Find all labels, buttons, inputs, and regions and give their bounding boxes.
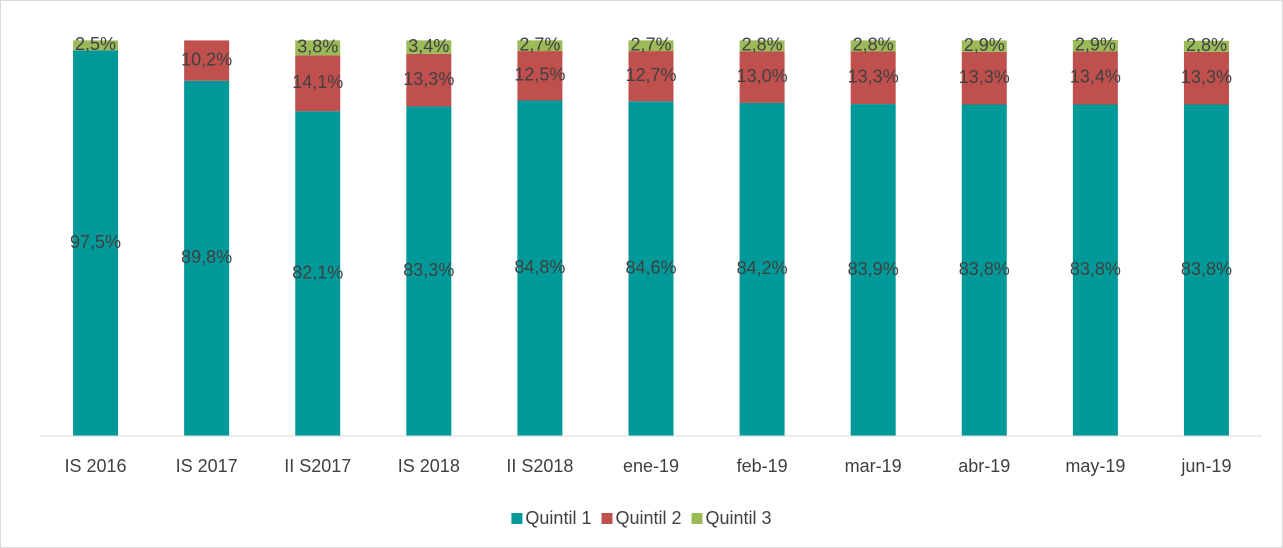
bar-segment xyxy=(850,104,896,436)
bar-segment xyxy=(406,53,452,107)
data-label: 2,9% xyxy=(964,35,1005,55)
x-tick-label: abr-19 xyxy=(958,456,1010,476)
data-label: 83,8% xyxy=(959,259,1010,279)
x-tick-label: may-19 xyxy=(1065,456,1125,476)
bar-segment xyxy=(295,111,341,436)
data-label: 3,4% xyxy=(408,36,449,56)
bar-segment xyxy=(73,40,119,51)
data-label: 82,1% xyxy=(292,262,343,282)
bar-segment xyxy=(628,40,674,52)
data-label: 13,0% xyxy=(737,66,788,86)
data-label: 83,3% xyxy=(403,260,454,280)
bar-segment xyxy=(961,40,1007,52)
x-tick-label: jun-19 xyxy=(1180,456,1231,476)
x-tick-label: feb-19 xyxy=(737,456,788,476)
data-label: 2,8% xyxy=(853,35,894,55)
bar-segment xyxy=(739,40,785,52)
data-label: 2,8% xyxy=(742,35,783,55)
data-label: 83,8% xyxy=(1070,259,1121,279)
bar-segment xyxy=(961,51,1007,105)
bar-segment xyxy=(295,40,341,56)
data-label: 13,3% xyxy=(1181,67,1232,87)
bar-segment xyxy=(628,51,674,102)
data-label: 2,5% xyxy=(75,34,116,54)
data-label: 2,7% xyxy=(519,34,560,54)
data-label: 3,8% xyxy=(297,37,338,57)
bar-segment xyxy=(961,104,1007,436)
data-label: 84,2% xyxy=(737,258,788,278)
data-label: 2,8% xyxy=(1186,35,1227,55)
legend-label: Quintil 3 xyxy=(706,508,772,528)
bar-segment xyxy=(739,51,785,103)
data-label: 89,8% xyxy=(181,247,232,267)
data-label: 2,7% xyxy=(630,34,671,54)
bar-segment xyxy=(184,80,230,436)
x-tick-label: IS 2016 xyxy=(65,456,127,476)
data-label: 10,2% xyxy=(181,49,232,69)
x-tick-label: II S2017 xyxy=(284,456,351,476)
bar-segment xyxy=(1072,40,1118,52)
data-label: 97,5% xyxy=(70,232,121,252)
bar-segment xyxy=(517,100,563,437)
bar-segment xyxy=(1183,40,1229,52)
legend-swatch xyxy=(691,513,703,524)
legend-swatch xyxy=(511,513,523,524)
data-label: 14,1% xyxy=(292,72,343,92)
x-tick-label: IS 2017 xyxy=(176,456,238,476)
data-label: 83,9% xyxy=(848,259,899,279)
data-label: 84,8% xyxy=(514,257,565,277)
bar-segment xyxy=(1183,51,1229,105)
data-label: 2,9% xyxy=(1075,34,1116,54)
data-label: 13,3% xyxy=(403,69,454,89)
bar-segment xyxy=(517,51,563,101)
legend-label: Quintil 2 xyxy=(615,508,681,528)
legend-swatch xyxy=(601,513,613,524)
bar-segment xyxy=(73,50,119,437)
x-tick-label: ene-19 xyxy=(623,456,679,476)
data-label: 12,5% xyxy=(514,65,565,85)
legend-item: Quintil 2 xyxy=(601,508,682,528)
data-label: 13,3% xyxy=(959,67,1010,87)
bar-segment xyxy=(295,55,341,112)
legend-item: Quintil 1 xyxy=(511,508,591,528)
bar-segment xyxy=(1183,104,1229,436)
legend-item: Quintil 3 xyxy=(691,508,772,528)
x-tick-label: mar-19 xyxy=(845,456,902,476)
bar-segment xyxy=(1072,51,1118,105)
bar-segment xyxy=(628,101,674,437)
data-label: 12,7% xyxy=(625,65,676,85)
bar-segment xyxy=(517,40,563,52)
bar-segment xyxy=(406,106,452,436)
legend-label: Quintil 1 xyxy=(525,508,591,528)
x-tick-label: IS 2018 xyxy=(398,456,460,476)
x-tick-label: II S2018 xyxy=(506,456,573,476)
data-label: 84,6% xyxy=(625,257,676,277)
bar-segment xyxy=(406,40,452,54)
data-label: 13,3% xyxy=(848,67,899,87)
bar-segment xyxy=(850,40,896,52)
bar-segment xyxy=(184,40,230,81)
bar-segment xyxy=(850,51,896,105)
bar-segment xyxy=(1072,104,1118,436)
data-label: 83,8% xyxy=(1181,259,1232,279)
data-label: 13,4% xyxy=(1070,67,1121,87)
bar-segment xyxy=(739,102,785,437)
